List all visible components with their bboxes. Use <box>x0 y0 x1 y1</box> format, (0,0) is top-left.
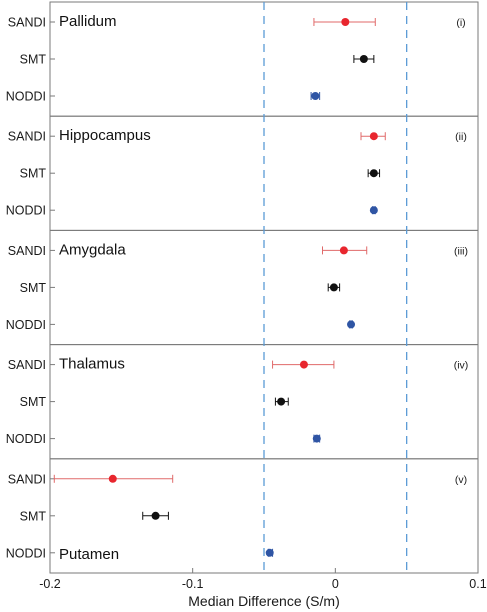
y-tick-label-noddi: NODDI <box>6 432 46 446</box>
y-tick-label-sandi: SANDI <box>8 244 46 258</box>
panel-title: Thalamus <box>59 356 125 373</box>
y-tick-label-noddi: NODDI <box>6 90 46 104</box>
y-tick-label-sandi: SANDI <box>8 472 46 486</box>
data-point-noddi <box>312 434 321 443</box>
y-tick-label-smt: SMT <box>20 395 47 409</box>
data-point-smt <box>359 55 368 63</box>
panels-group: Pallidum (i) SANDI SMT NODDI Hippocampus (ii) S… <box>6 1 479 574</box>
data-point-smt <box>277 397 286 406</box>
panel-roman-numeral: (ii) <box>455 131 467 143</box>
data-point-noddi <box>347 320 356 329</box>
panel-title: Putamen <box>59 546 119 563</box>
panel-title: Hippocampus <box>59 127 151 144</box>
data-point-sandi <box>341 18 350 26</box>
y-tick-label-sandi: SANDI <box>8 130 46 144</box>
y-tick-label-smt: SMT <box>20 281 47 295</box>
reference-lines-group <box>263 2 408 573</box>
y-tick-label-smt: SMT <box>20 167 47 181</box>
data-point-sandi <box>369 132 378 141</box>
data-point-sandi <box>108 474 117 483</box>
panel-roman-numeral: (i) <box>456 17 465 29</box>
y-tick-label-smt: SMT <box>20 509 47 523</box>
y-tick-label-noddi: NODDI <box>6 318 46 332</box>
x-axis-label: Median Difference (S/m) <box>188 593 339 609</box>
data-point-sandi <box>299 360 308 369</box>
y-tick-label-sandi: SANDI <box>8 16 46 30</box>
y-tick-label-sandi: SANDI <box>8 358 46 372</box>
y-tick-label-noddi: NODDI <box>6 204 46 218</box>
x-tick-label: -0.1 <box>182 577 204 591</box>
panel-title: Pallidum <box>59 13 117 30</box>
data-point-noddi <box>369 206 378 215</box>
data-point-noddi <box>265 548 274 557</box>
y-tick-label-noddi: NODDI <box>6 546 46 560</box>
panel-roman-numeral: (v) <box>455 474 467 486</box>
panel-roman-numeral: (iv) <box>454 360 469 372</box>
x-axis: -0.2 -0.1 0 0.1 <box>39 568 487 591</box>
x-tick-label: -0.2 <box>39 577 61 591</box>
data-point-smt <box>369 169 378 178</box>
panel-amygdala: Amygdala (iii) SANDI SMT NODDI <box>6 229 479 346</box>
panel-roman-numeral: (iii) <box>454 245 468 257</box>
panel-thalamus: Thalamus (iv) SANDI SMT NODDI <box>6 344 479 460</box>
x-tick-label: 0.1 <box>469 577 486 591</box>
panel-putamen: Putamen (v) SANDI SMT NODDI <box>6 458 479 574</box>
data-point-sandi <box>339 246 348 255</box>
data-point-smt <box>329 283 338 292</box>
data-point-smt <box>151 511 160 520</box>
x-tick-label: 0 <box>332 577 339 591</box>
data-point-noddi <box>311 92 320 100</box>
panel-title: Amygdala <box>59 241 126 258</box>
y-tick-label-smt: SMT <box>20 53 47 67</box>
